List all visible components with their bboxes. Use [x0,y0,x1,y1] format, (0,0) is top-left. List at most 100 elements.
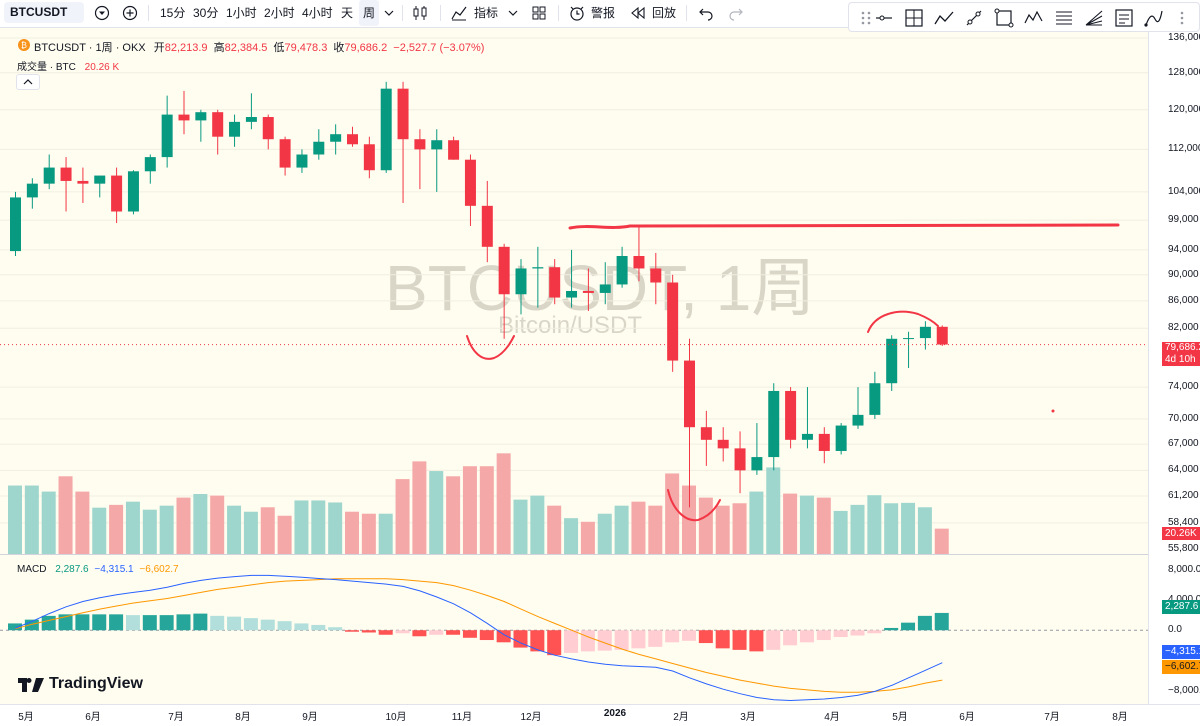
interval-1d[interactable]: 天 [341,6,354,20]
alert-button[interactable]: 警报 [591,6,616,20]
macd-histogram-bar [580,630,595,652]
layout-grid-icon[interactable] [531,5,547,21]
candle-body [700,427,712,440]
interval-2h[interactable]: 2小时 [264,6,295,20]
legend-change: −2,527.7 (−3.07%) [393,42,485,54]
macd-histogram-bar [698,630,713,644]
brush-path-icon[interactable] [1143,7,1165,29]
annotation-dot [1051,409,1055,413]
macd-histogram-bar [682,630,696,641]
price-axis[interactable] [1148,28,1200,704]
alert-icon[interactable] [568,4,586,22]
price-axis-tick: 136,000 [1168,32,1200,43]
candle-body [212,112,224,137]
macd-histogram-bar [496,630,511,643]
candle-body [582,290,594,293]
volume-bar [917,507,932,554]
candle-body [869,383,881,415]
candle-body [633,255,645,269]
candle-body [363,144,375,171]
elliott-wave-icon[interactable] [1023,7,1045,29]
interval-dropdown-icon[interactable] [384,8,394,18]
indicators-icon[interactable] [450,4,468,22]
macd-hist-tag: 2,287.6 [1162,600,1200,614]
legend-title: BTCUSDT · 1周 · OKX [34,42,146,54]
price-axis-tick: 104,000 [1168,185,1200,197]
interval-1w[interactable]: 周 [359,0,380,26]
volume-bar [193,493,208,554]
candle-body [919,326,931,339]
rectangle-icon[interactable] [993,7,1015,29]
crosshair-box-icon[interactable] [903,7,925,29]
candle-body [616,255,628,285]
macd-histogram-bar [648,630,663,647]
price-axis-tick: 70,000 [1168,412,1199,424]
volume-bar [580,521,595,554]
replay-icon[interactable] [630,6,646,20]
volume-bar [8,485,22,554]
symbol-flag-icon[interactable] [94,5,110,21]
redo-icon[interactable] [728,5,744,21]
indicators-button[interactable]: 指标 [474,6,499,20]
legend-row: BTCUSDT · 1周 · OKX 开82,213.9 高82,384.5 低… [34,39,484,55]
interval-30m[interactable]: 30分 [193,6,219,20]
macd-histogram-bar [783,630,798,646]
candle-body [650,268,662,283]
ray-line-icon[interactable] [963,7,985,29]
volume-bar [799,495,814,554]
drag-handle-icon[interactable] [855,7,877,29]
candle-body [195,112,207,121]
candle-body [279,139,291,168]
volume-bar [732,503,747,554]
price-chart[interactable] [0,0,1148,704]
pane-separator[interactable] [0,554,1148,555]
macd-histogram-bar [328,627,343,631]
macd-histogram-bar [92,614,107,631]
candle-type-icon[interactable] [411,4,429,22]
interval-15m[interactable]: 15分 [160,6,186,20]
macd-legend-hist: 2,287.6 [55,564,89,575]
candle-body [178,114,190,121]
fib-fan-icon[interactable] [1083,7,1105,29]
macd-histogram-bar [901,622,916,631]
candle-body [10,197,21,252]
macd-axis-tick: −8,000.0 [1168,684,1200,696]
symbol-label: BTCUSDT [10,5,68,19]
fib-retracement-icon[interactable] [1053,7,1075,29]
chart-pane[interactable] [0,28,1148,704]
price-axis-tick: 112,000 [1168,143,1200,155]
legend-open-label: 开 [153,42,165,54]
candle-body [566,290,578,298]
indicators-dropdown-icon[interactable] [508,8,518,18]
interval-4h[interactable]: 4小时 [302,6,333,20]
price-axis-tick: 55,800 [1168,543,1199,554]
trend-line-icon[interactable] [933,7,955,29]
time-axis-tick: 10月 [385,712,407,723]
interval-1h[interactable]: 1小时 [226,6,257,20]
symbol-search-button[interactable]: BTCUSDT [4,2,84,23]
time-axis-tick: 9月 [302,712,318,723]
time-axis-tick: 2026 [603,708,627,719]
candle-body [144,157,156,172]
time-axis-tick: 8月 [235,712,251,723]
legend-open: 82,213.9 [164,42,208,54]
volume-bar [412,461,427,554]
candle-body [549,267,561,298]
time-axis[interactable] [0,704,1200,726]
time-axis-tick: 4月 [824,712,840,723]
price-axis-tick: 128,000 [1168,66,1200,78]
replay-button[interactable]: 回放 [652,6,677,20]
text-box-icon[interactable] [1113,7,1135,29]
volume-bar [749,491,764,554]
volume-bar [884,503,899,554]
collapse-legend-button[interactable] [16,74,40,90]
macd-histogram-bar [732,630,747,650]
undo-icon[interactable] [698,5,714,21]
volume-bar [243,511,258,554]
more-tools-icon[interactable] [1171,7,1193,29]
candle-body [397,88,409,140]
horizontal-ray-icon[interactable] [873,7,895,29]
add-symbol-icon[interactable] [122,5,138,21]
macd-legend-label: MACD [17,564,47,575]
volume-bar [513,499,528,554]
